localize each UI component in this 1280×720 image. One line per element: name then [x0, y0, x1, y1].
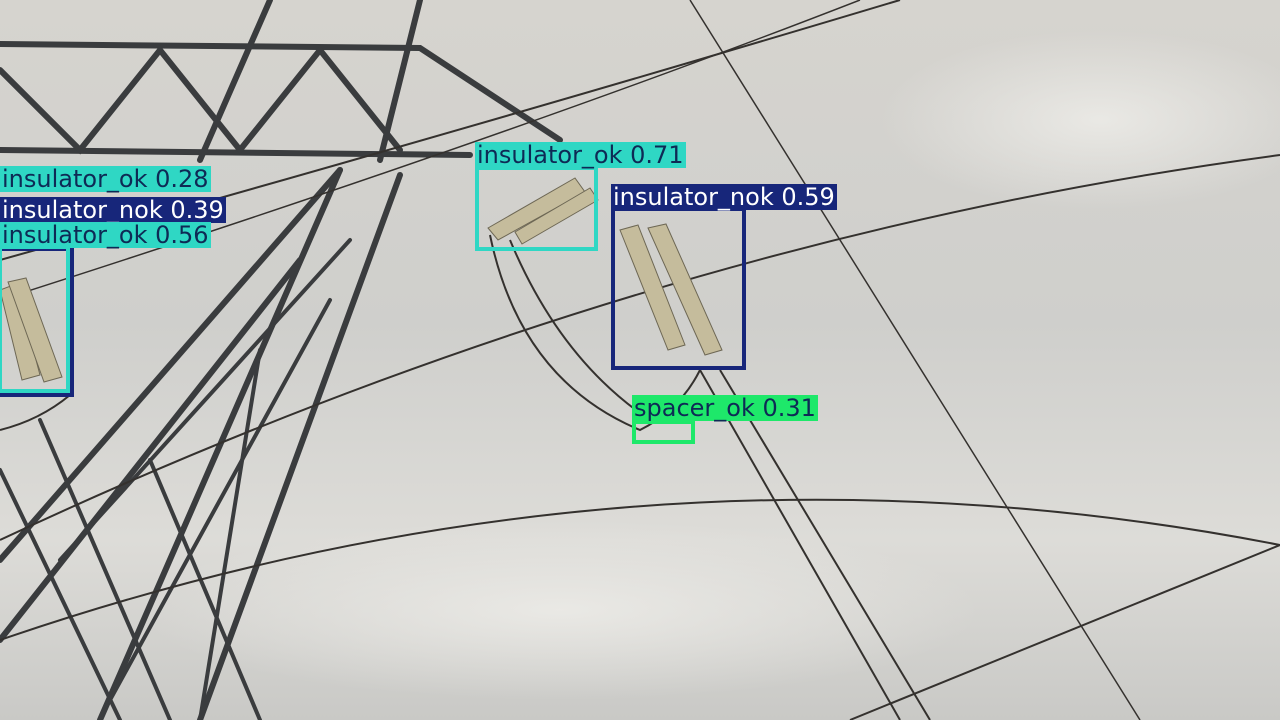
detection-label: insulator_ok 0.28 [0, 165, 211, 193]
detection-label: insulator_ok 0.56 [0, 221, 211, 249]
cloud [140, 520, 980, 700]
detection-box [632, 420, 695, 444]
detection-label: insulator_ok 0.71 [475, 141, 686, 169]
detection-label: insulator_nok 0.39 [0, 196, 226, 224]
detection-box [0, 245, 70, 393]
lattice-tower [0, 0, 563, 720]
detection-label: spacer_ok 0.31 [632, 394, 818, 422]
insulator-strings [0, 177, 723, 383]
detection-box [0, 247, 74, 397]
detection-label: insulator_nok 0.59 [611, 183, 837, 211]
detection-box [475, 166, 598, 251]
cloud [880, 30, 1280, 210]
detection-box [611, 207, 746, 370]
